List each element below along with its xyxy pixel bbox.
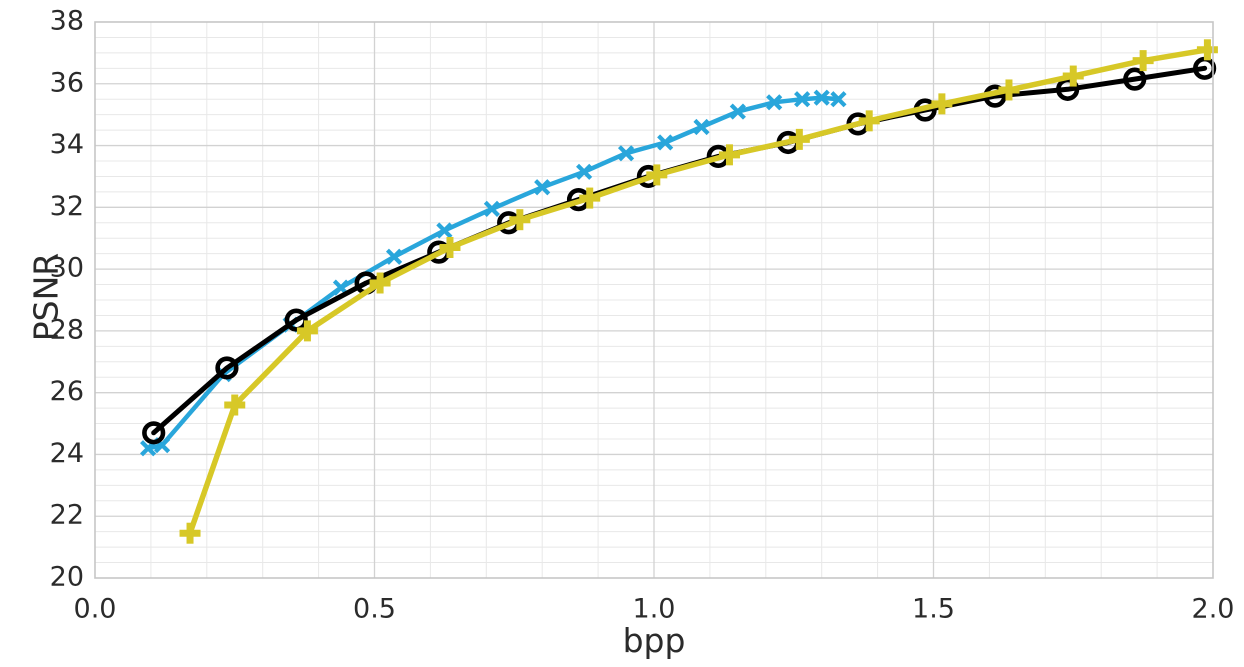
y-tick-label: 28 bbox=[50, 314, 84, 345]
y-tick-label: 36 bbox=[50, 67, 84, 98]
y-tick-label: 34 bbox=[50, 129, 84, 160]
y-tick-label: 30 bbox=[50, 253, 84, 284]
yellow-plus-curve-markers bbox=[179, 39, 1218, 544]
x-tick-label: 0.5 bbox=[353, 594, 396, 625]
y-tick-label: 22 bbox=[50, 500, 84, 531]
x-tick-label: 0.0 bbox=[74, 594, 117, 625]
y-tick-labels: 20 22 24 26 28 30 32 34 36 38 bbox=[50, 6, 84, 593]
y-tick-label: 32 bbox=[50, 191, 84, 222]
x-axis-label: bpp bbox=[622, 621, 686, 660]
y-axis-label: PSNR bbox=[26, 252, 66, 342]
y-tick-label: 20 bbox=[50, 562, 84, 593]
x-tick-label: 2.0 bbox=[1192, 594, 1235, 625]
y-tick-label: 24 bbox=[50, 438, 84, 469]
x-tick-label: 1.0 bbox=[633, 594, 676, 625]
black-circle-curve bbox=[142, 56, 1217, 445]
y-tick-label: 26 bbox=[50, 376, 84, 407]
blue-x-curve-markers bbox=[140, 89, 847, 457]
yellow-plus-curve bbox=[179, 39, 1218, 544]
black-circle-curve-markers bbox=[142, 56, 1217, 445]
y-tick-label: 38 bbox=[50, 6, 84, 37]
plot-border bbox=[94, 21, 1214, 579]
x-tick-labels: 0.0 0.5 1.0 1.5 2.0 bbox=[74, 594, 1235, 625]
x-tick-label: 1.5 bbox=[912, 594, 955, 625]
